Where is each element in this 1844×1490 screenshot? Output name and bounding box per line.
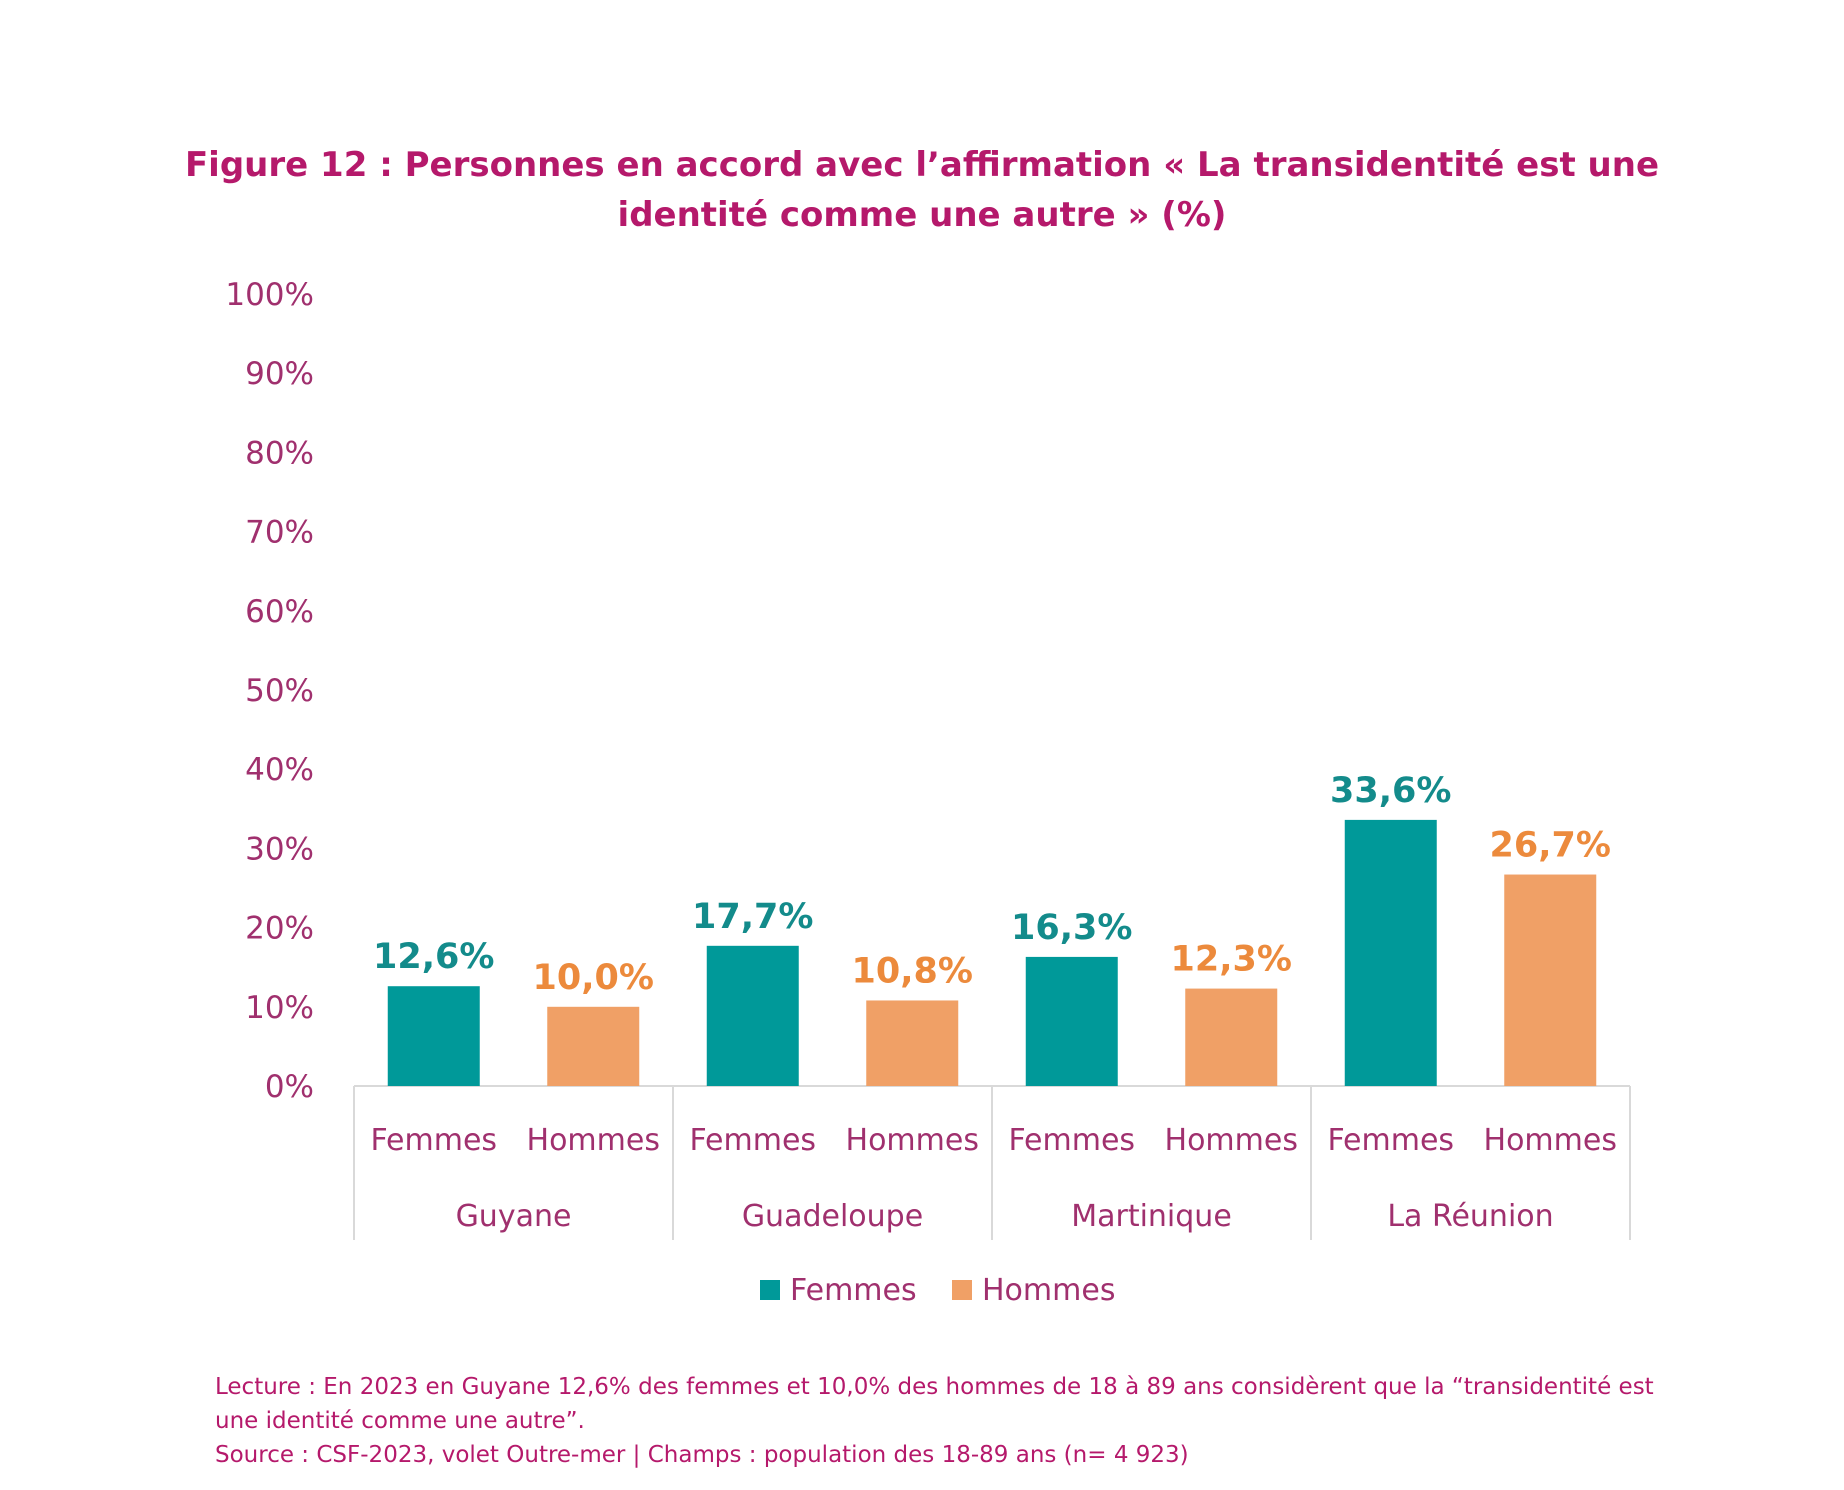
figure-title: Figure 12 : Personnes en accord avec l’a… [0, 140, 1844, 240]
x-subcategory-label: Hommes [527, 1123, 660, 1158]
footnote: Lecture : En 2023 en Guyane 12,6% des fe… [215, 1370, 1715, 1472]
data-label: 33,6% [1330, 771, 1451, 811]
y-tick-label: 80% [245, 435, 314, 471]
data-label: 12,6% [373, 937, 494, 977]
bar-femmes-2 [706, 945, 799, 1086]
x-group-label: Guyane [456, 1199, 572, 1234]
y-tick-label: 0% [265, 1069, 314, 1105]
bar-chart: 0% 10% 20% 30% 40% 50% 60% 70% 80% 90% 100% 12,6% 17… [225, 277, 1631, 1308]
bar-hommes-1 [547, 1006, 640, 1086]
x-subcategory-label: Hommes [1484, 1123, 1617, 1158]
y-tick-label: 50% [245, 673, 314, 709]
x-group-label: Guadeloupe [742, 1199, 923, 1234]
y-tick-label: 100% [225, 277, 314, 313]
x-subcategory-label: Femmes [1008, 1123, 1135, 1158]
footnote-reading: Lecture : En 2023 en Guyane 12,6% des fe… [215, 1374, 1654, 1400]
x-subcategory-label: Femmes [370, 1123, 497, 1158]
legend-swatch-hommes [952, 1280, 972, 1300]
x-subcategory-label: Femmes [689, 1123, 816, 1158]
bar-femmes-4 [1344, 819, 1437, 1086]
y-tick-label: 40% [245, 752, 314, 788]
bar-femmes-1 [387, 986, 480, 1086]
bar-femmes-3 [1025, 956, 1118, 1086]
data-label: 12,3% [1171, 940, 1292, 980]
title-line-2: identité comme une autre » (%) [617, 195, 1227, 235]
data-label: 17,7% [692, 897, 813, 937]
footnote-reading-cont: une identité comme une autre”. [215, 1408, 585, 1434]
data-label: 10,8% [852, 951, 973, 991]
y-tick-label: 10% [245, 990, 314, 1026]
bar-hommes-4 [1504, 874, 1597, 1086]
data-label: 26,7% [1490, 826, 1611, 866]
bar-hommes-2 [866, 1000, 959, 1086]
x-subcategory-label: Hommes [1165, 1123, 1298, 1158]
data-label: 16,3% [1011, 908, 1132, 948]
title-line-1: Figure 12 : Personnes en accord avec l’a… [184, 145, 1660, 185]
legend-swatch-femmes [760, 1280, 780, 1300]
footnote-source: Source : CSF-2023, volet Outre-mer | Cha… [215, 1442, 1189, 1468]
x-subcategory-label: Hommes [846, 1123, 979, 1158]
x-subcategory-label: Femmes [1327, 1123, 1454, 1158]
y-tick-label: 20% [245, 911, 314, 947]
y-tick-label: 60% [245, 594, 314, 630]
x-group-label: Martinique [1071, 1199, 1232, 1234]
legend-label-hommes: Hommes [982, 1273, 1115, 1308]
y-tick-label: 90% [245, 356, 314, 392]
legend-label-femmes: Femmes [790, 1273, 917, 1308]
y-tick-label: 70% [245, 515, 314, 551]
data-label: 10,0% [533, 958, 654, 998]
bar-hommes-3 [1185, 988, 1278, 1086]
y-tick-label: 30% [245, 831, 314, 867]
x-group-label: La Réunion [1387, 1199, 1553, 1234]
